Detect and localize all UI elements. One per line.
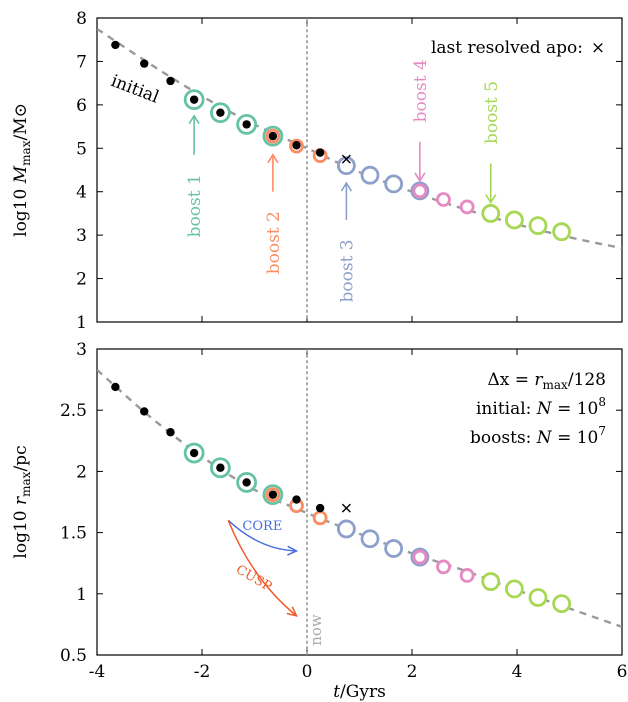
initial-label: initial	[108, 71, 162, 107]
boost-3-point	[336, 156, 356, 176]
x-tick-label: 2	[407, 662, 418, 682]
legend-marker: ×	[591, 38, 605, 58]
initial-point	[166, 76, 175, 86]
y-tick-label: 4	[76, 183, 87, 203]
initial-point	[140, 407, 149, 416]
boost-5-arrowhead	[485, 194, 497, 205]
plot-frame	[96, 17, 623, 323]
initial-point	[189, 95, 199, 104]
boost-5-point	[504, 579, 524, 599]
cusp-label: CUSP	[233, 562, 274, 594]
boost-3-point	[360, 165, 380, 185]
boost-5-point	[528, 588, 548, 607]
y-tick-label: 7	[76, 52, 87, 72]
y-tick-label: 2	[76, 270, 87, 290]
boost-5-point	[528, 216, 548, 235]
boost-5-label: boost 5	[482, 81, 502, 144]
fit-curve	[97, 27, 622, 250]
initial-point	[242, 478, 251, 487]
cross-stroke	[341, 503, 351, 513]
boost-5-point	[481, 204, 501, 223]
initial-point	[268, 131, 278, 141]
initial-point	[189, 448, 199, 458]
x-tick-label: -2	[194, 662, 211, 682]
initial-point	[268, 490, 278, 499]
boost-3-arrowhead	[340, 181, 353, 192]
y-tick-label: 2	[76, 462, 87, 482]
initial-point	[315, 148, 325, 157]
boost-4-label: boost 4	[411, 59, 431, 122]
x-tick-label: -4	[89, 662, 106, 682]
y-tick-label: 0.5	[60, 646, 87, 666]
cusp-arrowhead	[286, 606, 298, 617]
boost-4-point	[436, 192, 451, 207]
boost-3-label: boost 3	[337, 239, 357, 302]
initial-n-text: initial: N = 108	[476, 395, 606, 419]
y-tick-label: 5	[76, 139, 87, 159]
boost-3-point	[360, 529, 380, 549]
last-resolved-apo-marker	[341, 154, 351, 164]
initial-point	[292, 495, 301, 504]
boost-5-point	[552, 594, 572, 613]
y-tick-label: 8	[76, 9, 87, 29]
initial-point	[242, 120, 251, 129]
boost-5-point	[481, 572, 501, 591]
y-tick-label: 3	[76, 340, 87, 360]
boost-4-point	[459, 199, 475, 215]
x-tick-label: 6	[617, 662, 628, 682]
y-tick-label: 1	[76, 585, 87, 605]
initial-point	[292, 141, 301, 150]
x-tick-label: 0	[302, 662, 313, 682]
y-tick-label: 1.5	[60, 524, 87, 544]
boost-1-label: boost 1	[185, 174, 205, 237]
boost-1-arrowhead	[188, 114, 200, 125]
boosts-n-text: boosts: N = 107	[470, 424, 606, 448]
boost-2-arrowhead	[267, 153, 279, 164]
boost-2-label: boost 2	[264, 211, 284, 274]
y-axis-label: log10 Mmax/M⊙	[11, 103, 33, 237]
fit-curve	[97, 368, 622, 628]
initial-point	[315, 503, 325, 513]
initial-point	[111, 382, 120, 392]
y-axis-label: log10 rmax/pc	[11, 445, 33, 558]
boost-5-point	[552, 222, 572, 242]
initial-point	[166, 428, 175, 437]
x-axis-label: t/Gyrs	[333, 682, 386, 702]
x-tick-label: 4	[512, 662, 523, 682]
boost-3-point	[384, 539, 404, 558]
core-label: CORE	[242, 519, 282, 534]
y-tick-label: 3	[76, 226, 87, 246]
boost-4-point	[412, 183, 428, 199]
initial-point	[216, 108, 225, 117]
boost-5-point	[504, 210, 524, 230]
boost-3-point	[336, 519, 356, 539]
now-label: now	[307, 614, 325, 646]
top-panel: 1 2 3 4 5 6 7 8 log10 Mmax/M⊙ last resolved apo: ×…	[11, 9, 623, 333]
initial-point	[216, 463, 225, 472]
boost-4-point	[459, 568, 475, 583]
bottom-panel: 0.5 1 1.5 2 2.5 3 -4 -2 0 2 4 6 log10 rmax/pc t/Gyrs n…	[11, 340, 627, 702]
cusp-arrow	[227, 520, 297, 617]
legend-text: last resolved apo:	[431, 38, 583, 58]
initial-point	[111, 40, 120, 50]
core-arrowhead	[287, 545, 299, 556]
last-resolved-apo-marker	[341, 503, 351, 513]
cross-stroke	[341, 154, 351, 164]
initial-point	[140, 59, 149, 68]
plot-frame	[96, 348, 623, 656]
y-tick-label: 6	[76, 96, 87, 116]
boost-2-point	[312, 510, 328, 526]
boost-4-point	[412, 549, 428, 565]
y-tick-label: 2.5	[60, 401, 87, 421]
boost-4-arrowhead	[414, 172, 426, 183]
core-arrow	[227, 519, 297, 552]
boost-3-point	[384, 174, 404, 194]
y-tick-label: 1	[76, 313, 87, 333]
resolution-text: Δx = rmax/128	[487, 370, 606, 392]
boost-4-point	[436, 559, 451, 575]
